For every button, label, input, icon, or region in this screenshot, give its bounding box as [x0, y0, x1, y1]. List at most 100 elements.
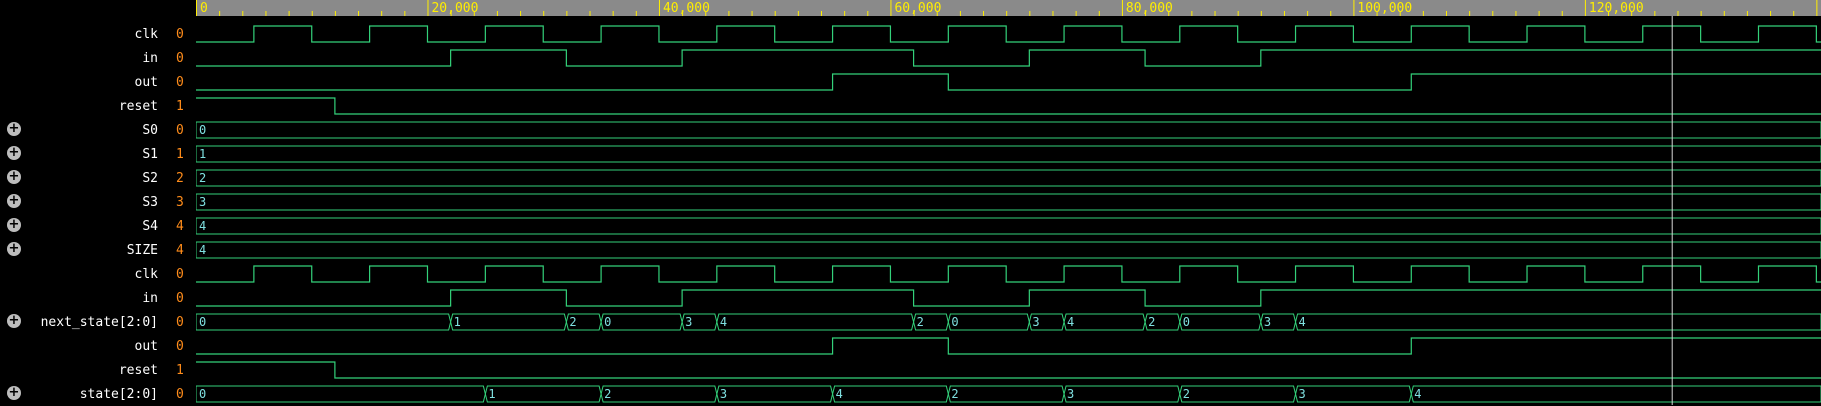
signal-row-value: 0 [168, 118, 196, 142]
signal-current-value: 1 [176, 363, 184, 378]
bus-value-label: 3 [1032, 315, 1039, 329]
signal-row-name[interactable]: + S1 [0, 142, 168, 166]
expand-plus-icon[interactable]: + [7, 121, 21, 136]
signal-current-value: 3 [176, 195, 184, 210]
bus-segment [196, 313, 452, 331]
expand-plus-icon[interactable]: + [7, 385, 21, 400]
signal-name: clk [134, 27, 158, 42]
bus-value-label: 2 [917, 315, 924, 329]
waveform-bus[interactable]: 0 [196, 121, 1821, 139]
waveform-bit[interactable] [196, 97, 1821, 115]
bus-segment [1410, 385, 1821, 403]
waveform-pane[interactable]: 0 20,000 40,000 60,000 80,000 100,000 120,000 1… [196, 0, 1821, 405]
waveform-bit[interactable] [196, 73, 1821, 91]
signal-name: reset [118, 99, 158, 114]
bus-segment [1295, 313, 1821, 331]
signal-row-name[interactable]: reset [0, 94, 168, 118]
signal-row-name[interactable]: + state[2:0] [0, 382, 168, 406]
signal-current-value: 0 [176, 339, 184, 354]
bus-segment [484, 385, 602, 403]
signal-row-value: 3 [168, 190, 196, 214]
time-ruler[interactable]: 020,00040,00060,00080,000100,000120,0001… [196, 0, 1821, 16]
waveform-bus[interactable]: 4 [196, 241, 1821, 259]
bus-value-label: 1 [199, 147, 206, 161]
ruler-label: 0 [200, 1, 208, 16]
signal-row-name[interactable]: in [0, 286, 168, 310]
bus-segment [1179, 385, 1297, 403]
waveform-bus[interactable]: 0 1 2 3 4 2 3 2 3 4 [196, 385, 1821, 403]
bus-value-label: 4 [199, 243, 206, 257]
signal-row-name[interactable]: + S4 [0, 214, 168, 238]
bus-value-label: 2 [951, 387, 958, 401]
signal-row-name[interactable]: out [0, 334, 168, 358]
expand-plus-icon[interactable]: + [7, 241, 21, 256]
bus-segment [1063, 313, 1146, 331]
bus-value-label: 2 [1148, 315, 1155, 329]
waveform-bit[interactable] [196, 289, 1821, 307]
signal-row-value: 0 [168, 382, 196, 406]
signal-row-value: 4 [168, 238, 196, 262]
bus-segment [196, 193, 1821, 211]
signal-current-value: 1 [176, 99, 184, 114]
waveform-bit[interactable] [196, 361, 1821, 379]
bus-value-label: 4 [836, 387, 843, 401]
signal-name: next_state[2:0] [40, 315, 158, 330]
bus-value-label: 0 [199, 387, 206, 401]
bus-value-label: 4 [1414, 387, 1421, 401]
signal-row-name[interactable]: clk [0, 22, 168, 46]
bus-value-label: 1 [488, 387, 495, 401]
signal-row-name[interactable]: + S0 [0, 118, 168, 142]
signal-row-value: 0 [168, 286, 196, 310]
ruler-label: 20,000 [431, 1, 478, 16]
signal-current-value: 0 [176, 315, 184, 330]
signal-current-value: 4 [176, 219, 184, 234]
signal-row-value: 0 [168, 22, 196, 46]
bus-value-label: 0 [604, 315, 611, 329]
waveform-clock[interactable] [196, 25, 1821, 43]
signal-row-name[interactable]: + S3 [0, 190, 168, 214]
expand-plus-icon[interactable]: + [7, 313, 21, 328]
waveform-clock[interactable] [196, 265, 1821, 283]
expand-plus-icon[interactable]: + [7, 193, 21, 208]
bus-value-label: 3 [1067, 387, 1074, 401]
bus-value-label: 2 [604, 387, 611, 401]
signal-row-name[interactable]: reset [0, 358, 168, 382]
waveform-bus[interactable]: 0 1 2 0 3 4 2 0 3 4 2 0 3 4 [196, 313, 1821, 331]
signal-name: out [134, 339, 158, 354]
bus-value-label: 1 [454, 315, 461, 329]
signal-name: S4 [142, 219, 158, 234]
waveform-bus[interactable]: 4 [196, 217, 1821, 235]
signal-current-value: 0 [176, 267, 184, 282]
signal-row-name[interactable]: + S2 [0, 166, 168, 190]
signal-row-name[interactable]: out [0, 70, 168, 94]
expand-plus-icon[interactable]: + [7, 169, 21, 184]
signal-current-value: 0 [176, 123, 184, 138]
signal-row-value: 1 [168, 142, 196, 166]
signal-row-name[interactable]: in [0, 46, 168, 70]
signal-current-value: 0 [176, 27, 184, 42]
signal-trace [196, 337, 1821, 355]
signal-name: clk [134, 267, 158, 282]
signal-row-name[interactable]: + SIZE [0, 238, 168, 262]
waveform-bus[interactable]: 2 [196, 169, 1821, 187]
signal-trace [196, 73, 1821, 91]
waveform-bit[interactable] [196, 49, 1821, 67]
bus-value-label: 0 [1183, 315, 1190, 329]
signal-current-value: 4 [176, 243, 184, 258]
signal-row-name[interactable]: + next_state[2:0] [0, 310, 168, 334]
bus-segment [196, 169, 1821, 187]
signal-row-value: 1 [168, 94, 196, 118]
waveform-bus[interactable]: 1 [196, 145, 1821, 163]
signal-row-name[interactable]: clk [0, 262, 168, 286]
expand-plus-icon[interactable]: + [7, 217, 21, 232]
bus-segment [832, 385, 949, 403]
bus-segment [196, 121, 1821, 139]
waveform-bit[interactable] [196, 337, 1821, 355]
bus-value-label: 4 [199, 219, 206, 233]
bus-segment [1063, 385, 1181, 403]
signal-current-value: 1 [176, 147, 184, 162]
signal-name-pane: clk in out reset + S0 + S1 + S2 + S3 + S4 + SIZE clk in + n… [0, 0, 168, 405]
expand-plus-icon[interactable]: + [7, 145, 21, 160]
waveform-bus[interactable]: 3 [196, 193, 1821, 211]
bus-value-label: 0 [199, 123, 206, 137]
